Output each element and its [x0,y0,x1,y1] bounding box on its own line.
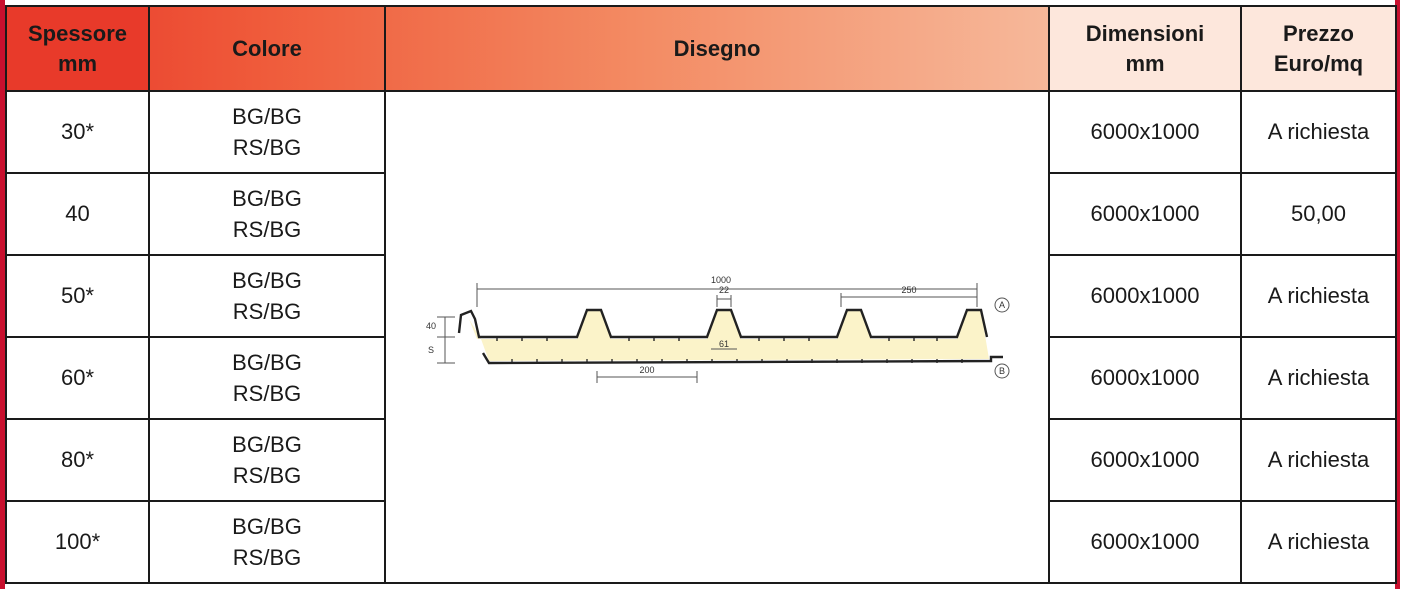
cell-prezzo: A richiesta [1240,500,1397,584]
dim-rib-pitch-label: 250 [901,285,916,295]
header-spessore-unit: mm [57,50,98,76]
dim-height-label: 40 [426,321,436,331]
dim-total-label: 1000 [711,275,731,285]
dimension-lines [437,283,978,383]
marker-a-label: A [999,300,1005,310]
cell-prezzo: A richiesta [1240,418,1397,502]
cell-colore: BG/BG RS/BG [148,90,386,174]
header-dimensioni-label: Dimensioni [1085,20,1205,46]
panel-foam [469,311,989,361]
marker-a-circle [994,297,1010,313]
table-row: 80* BG/BG RS/BG 6000x1000 A richiesta [5,418,1397,502]
cell-dimensioni: 6000x1000 [1048,254,1242,338]
colore-option: BG/BG [232,104,302,129]
dim-bottom-label: 200 [639,365,654,375]
table-row: 50* BG/BG RS/BG 6000x1000 A richiesta [5,254,1397,338]
table-row: 60* BG/BG RS/BG 6000x1000 A richiesta [5,336,1397,420]
table-row: 100* BG/BG RS/BG 6000x1000 A richiesta [5,500,1397,584]
header-colore: Colore [148,5,386,92]
cell-prezzo: 50,00 [1240,172,1397,256]
cell-colore: BG/BG RS/BG [148,254,386,338]
panel-bottom-sheet [481,352,1003,365]
colore-option: BG/BG [232,186,302,211]
panel-top-sheet [457,308,989,339]
table-row: 40 BG/BG RS/BG 6000x1000 50,00 [5,172,1397,256]
cell-prezzo: A richiesta [1240,90,1397,174]
header-prezzo-label: Prezzo [1283,20,1354,46]
colore-option: RS/BG [232,463,302,488]
header-row: Spessore mm Colore Disegno Dimensioni mm… [5,5,1397,92]
price-table: Spessore mm Colore Disegno Dimensioni mm… [5,5,1397,584]
cell-colore: BG/BG RS/BG [148,172,386,256]
cell-dimensioni: 6000x1000 [1048,500,1242,584]
table-row: 30* BG/BG RS/BG [5,90,1397,584]
panel-bottom-ribs [511,359,963,363]
panel-profile-drawing: 1000 22 250 40 S 61 200 A B [426,275,1010,383]
colore-option: RS/BG [232,545,302,570]
marker-b-circle [994,363,1010,379]
header-disegno: Disegno [384,5,1050,92]
colore-option: RS/BG [232,299,302,324]
header-dimensioni: Dimensioni mm [1048,5,1242,92]
cell-colore: BG/BG RS/BG [148,418,386,502]
colore-option: RS/BG [232,381,302,406]
panel-top-ribs [496,337,938,341]
colore-option: BG/BG [232,432,302,457]
cell-spessore: 60* [5,336,150,420]
cell-dimensioni: 6000x1000 [1048,90,1242,174]
dim-rib-top-label: 22 [719,285,729,295]
cell-disegno: 1000 22 250 40 S 61 200 A B [384,90,1050,584]
cell-dimensioni: 6000x1000 [1048,172,1242,256]
cell-dimensioni: 6000x1000 [1048,336,1242,420]
header-spessore-label: Spessore [27,20,128,46]
colore-option: BG/BG [232,350,302,375]
cell-spessore: 100* [5,500,150,584]
cell-spessore: 80* [5,418,150,502]
header-dimensioni-unit: mm [1125,50,1165,76]
cell-prezzo: A richiesta [1240,336,1397,420]
colore-option: BG/BG [232,268,302,293]
cell-prezzo: A richiesta [1240,254,1397,338]
colore-option: BG/BG [232,514,302,539]
header-prezzo-unit: Euro/mq [1273,50,1364,76]
dim-s-label: S [428,345,434,355]
cell-spessore: 50* [5,254,150,338]
cell-spessore: 30* [5,90,150,174]
header-prezzo: Prezzo Euro/mq [1240,5,1397,92]
header-spessore: Spessore mm [5,5,150,92]
marker-b-label: B [999,366,1005,376]
dim-rib-base-label: 61 [719,339,729,349]
cell-dimensioni: 6000x1000 [1048,418,1242,502]
cell-colore: BG/BG RS/BG [148,336,386,420]
cell-colore: BG/BG RS/BG [148,500,386,584]
cell-spessore: 40 [5,172,150,256]
colore-option: RS/BG [232,217,302,242]
colore-option: RS/BG [232,135,302,160]
